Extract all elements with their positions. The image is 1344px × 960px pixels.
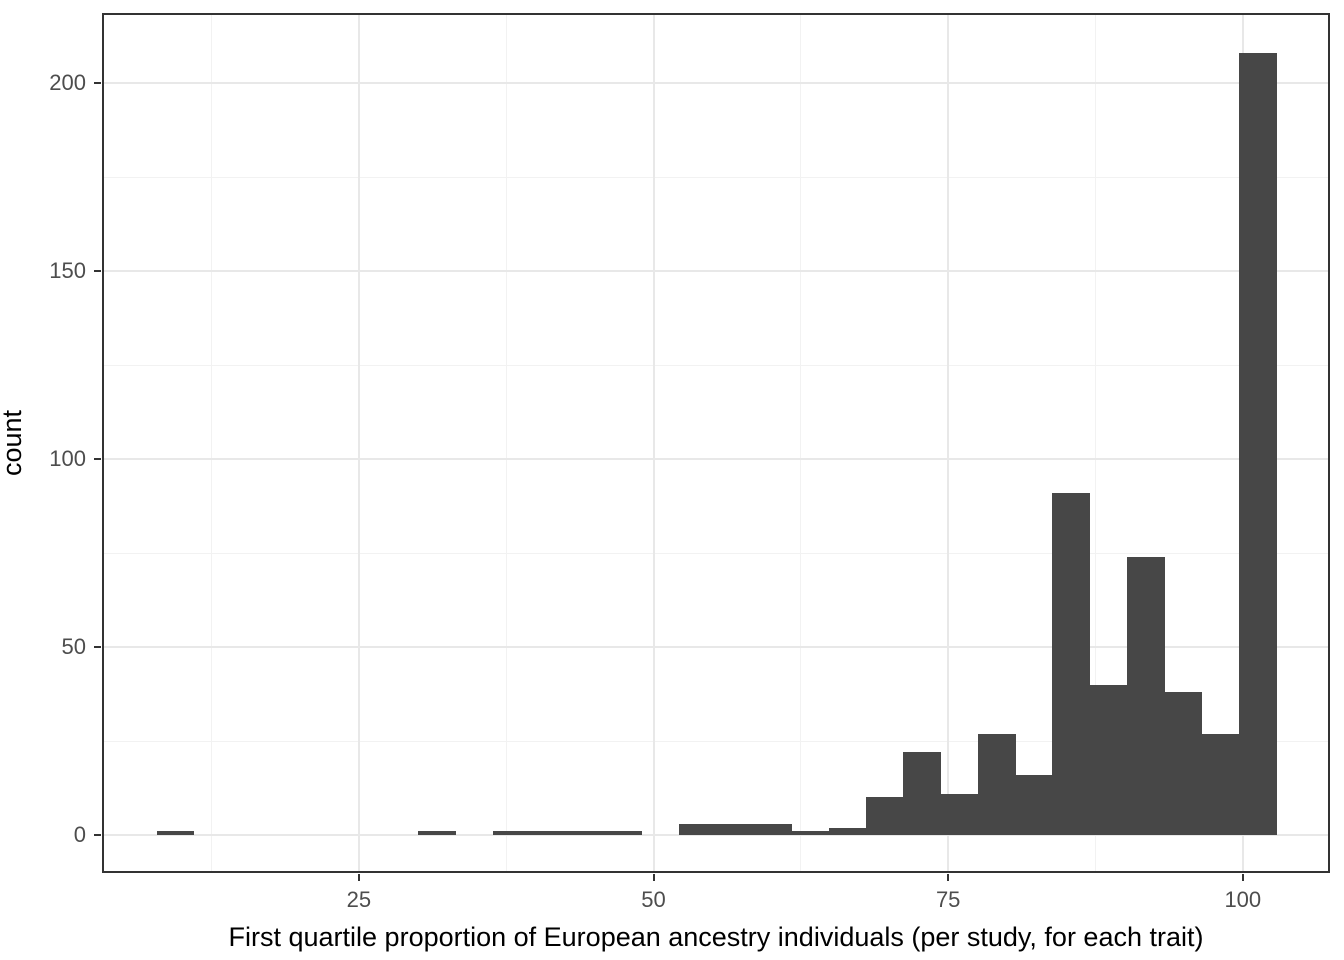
histogram-bar [417, 831, 456, 836]
major-gridline-x [652, 13, 655, 873]
major-gridline-x [357, 13, 360, 873]
major-gridline-y [102, 458, 1330, 460]
y-axis-tick-mark [94, 270, 101, 272]
y-axis-tick-mark [94, 458, 101, 460]
minor-gridline-y [102, 740, 1330, 742]
histogram-bar [492, 831, 531, 836]
major-gridline-y [102, 646, 1330, 648]
histogram-bar [567, 831, 605, 836]
histogram-bar [828, 827, 867, 835]
histogram-bar [1089, 684, 1128, 835]
minor-gridline-x [800, 13, 802, 873]
x-axis-tick-mark [947, 874, 950, 881]
major-gridline-y [102, 270, 1330, 272]
histogram-bar [716, 823, 755, 835]
histogram-bar [1164, 692, 1203, 835]
histogram-bar [903, 752, 941, 835]
histogram-bar [865, 797, 904, 835]
plot-panel [102, 13, 1330, 873]
histogram-bar [156, 831, 195, 836]
major-gridline-x [947, 13, 950, 873]
x-axis-title: First quartile proportion of European an… [228, 922, 1204, 952]
histogram-bar [604, 831, 643, 836]
histogram-bar [1015, 774, 1053, 836]
histogram-bar [977, 733, 1016, 835]
major-gridline-y [102, 81, 1330, 84]
minor-gridline-y [102, 364, 1330, 366]
histogram-bar [1052, 492, 1091, 835]
major-gridline-y [102, 834, 1330, 836]
minor-gridline-x [1095, 13, 1096, 873]
y-tick-label: 200 [49, 69, 86, 95]
minor-gridline-y [102, 552, 1330, 554]
histogram-bar [1201, 733, 1240, 835]
histogram-bar [940, 793, 979, 836]
y-tick-label: 100 [49, 446, 86, 471]
x-axis-tick-mark [357, 874, 360, 881]
histogram-bar [529, 831, 568, 836]
histogram-bar [1239, 52, 1277, 836]
histogram-bar [791, 831, 829, 836]
y-axis-tick-mark [94, 646, 101, 648]
x-tick-label: 50 [641, 887, 666, 912]
x-axis-tick-mark [1241, 874, 1244, 881]
y-axis-title-text: count [0, 409, 27, 477]
y-axis-tick-mark [94, 81, 101, 84]
y-axis-tick-mark [94, 834, 101, 836]
minor-gridline-y [102, 176, 1330, 178]
x-tick-label: 75 [935, 887, 961, 912]
minor-gridline-x [211, 13, 213, 873]
y-tick-label: 0 [73, 822, 86, 847]
minor-gridline-x [505, 13, 507, 873]
y-tick-label: 50 [61, 634, 86, 659]
histogram-bar [753, 823, 792, 835]
histogram-bar [1127, 556, 1165, 836]
x-tick-label: 25 [346, 887, 372, 912]
x-tick-label: 100 [1224, 887, 1262, 912]
histogram-bar [679, 823, 717, 835]
y-tick-label: 150 [49, 258, 86, 283]
x-axis-tick-mark [652, 874, 655, 881]
